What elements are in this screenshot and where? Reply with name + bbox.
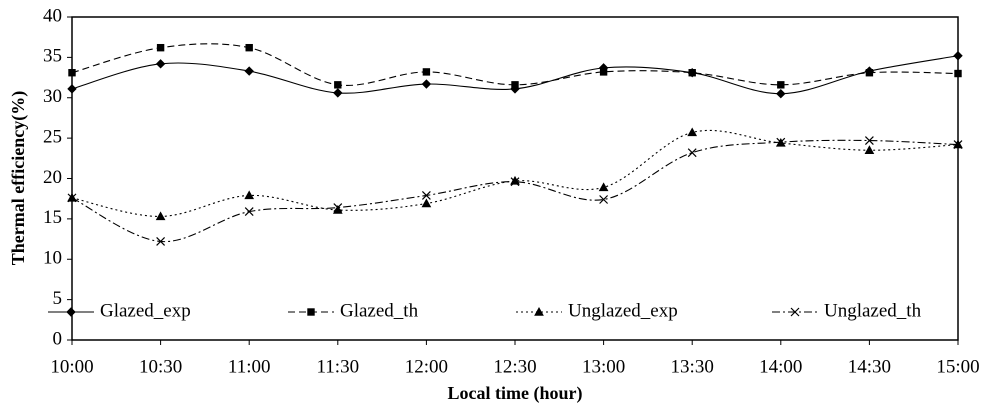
- marker: [155, 211, 166, 221]
- marker: [599, 68, 608, 76]
- marker: [156, 43, 165, 52]
- marker: [155, 59, 166, 69]
- x-tick-label: 15:00: [936, 356, 979, 377]
- marker: [864, 136, 874, 145]
- marker: [307, 308, 315, 316]
- marker: [954, 69, 962, 78]
- legend-label: Unglazed_exp: [568, 300, 678, 321]
- marker: [66, 307, 76, 317]
- x-axis-title: Local time (hour): [448, 383, 583, 404]
- x-tick-label: 13:30: [671, 356, 714, 377]
- marker: [421, 198, 432, 208]
- x-tick-label: 11:00: [228, 356, 271, 377]
- y-tick-label: 20: [43, 167, 62, 188]
- marker: [953, 140, 963, 150]
- x-tick-label: 11:30: [317, 356, 360, 377]
- marker: [953, 51, 963, 61]
- legend-label: Glazed_th: [340, 300, 419, 321]
- marker: [865, 69, 874, 77]
- marker: [777, 81, 785, 89]
- marker: [156, 237, 166, 246]
- marker: [688, 69, 696, 77]
- x-tick-label: 14:30: [848, 356, 891, 377]
- marker: [790, 307, 800, 317]
- y-axis-title: Thermal efficiency(%): [8, 91, 29, 265]
- marker: [334, 81, 342, 89]
- x-tick-label: 14:00: [759, 356, 802, 377]
- marker: [776, 89, 786, 99]
- marker: [511, 81, 519, 89]
- x-tick-label: 12:00: [405, 356, 448, 377]
- marker: [421, 191, 431, 200]
- marker: [244, 207, 254, 217]
- x-tick-label: 13:00: [582, 356, 625, 377]
- marker: [67, 84, 77, 94]
- marker: [687, 127, 698, 137]
- y-tick-label: 30: [43, 86, 62, 107]
- marker: [510, 177, 520, 187]
- y-tick-label: 35: [43, 46, 62, 67]
- marker: [245, 43, 253, 52]
- legend-label: Glazed_exp: [100, 300, 191, 321]
- y-tick-label: 40: [43, 5, 62, 26]
- marker: [776, 137, 786, 147]
- legend-label: Unglazed_th: [824, 300, 922, 321]
- marker: [244, 66, 254, 76]
- marker: [333, 203, 343, 212]
- y-tick-label: 5: [53, 288, 63, 309]
- series-line: [71, 139, 959, 243]
- x-tick-label: 10:30: [139, 356, 182, 377]
- marker: [534, 306, 544, 316]
- y-tick-label: 0: [53, 328, 63, 349]
- marker: [864, 145, 875, 154]
- x-tick-label: 12:30: [493, 356, 536, 377]
- y-tick-label: 15: [43, 207, 62, 228]
- marker: [68, 69, 76, 77]
- series-line: [71, 129, 959, 218]
- y-tick-label: 25: [43, 126, 62, 147]
- marker: [598, 182, 609, 192]
- marker: [687, 148, 697, 158]
- marker: [67, 193, 77, 203]
- x-tick-label: 10:00: [50, 356, 93, 377]
- marker: [244, 190, 255, 200]
- marker: [422, 68, 431, 76]
- y-tick-label: 10: [43, 248, 62, 269]
- marker: [599, 195, 609, 204]
- marker: [333, 88, 343, 98]
- marker: [421, 79, 432, 89]
